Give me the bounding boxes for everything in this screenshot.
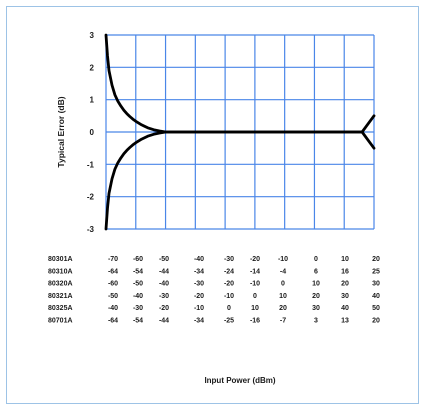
- table-cell: 40: [341, 305, 349, 312]
- table-cell: -50: [133, 281, 143, 288]
- table-cell: 40: [372, 293, 380, 300]
- table-cell: -50: [159, 256, 169, 263]
- table-cell: -40: [194, 256, 204, 263]
- table-cell: 10: [251, 305, 259, 312]
- table-cell: -14: [250, 268, 260, 275]
- table-cell: -40: [133, 293, 143, 300]
- table-cell: -60: [133, 256, 143, 263]
- y-tick-label: 2: [90, 63, 95, 72]
- table-cell: -10: [194, 305, 204, 312]
- table-cell: -10: [250, 281, 260, 288]
- y-axis-label: Typical Error (dB): [56, 96, 66, 167]
- lower-error-curve: [104, 130, 376, 231]
- table-cell: -60: [108, 281, 118, 288]
- figure-frame: [6, 6, 419, 404]
- y-tick-label: 1: [90, 96, 95, 105]
- table-cell: -20: [159, 305, 169, 312]
- table-cell: 10: [279, 293, 287, 300]
- table-cell: 30: [341, 293, 349, 300]
- table-cell: 20: [341, 281, 349, 288]
- table-cell: -54: [133, 318, 143, 325]
- table-cell: 30: [312, 305, 320, 312]
- table-cell: -70: [108, 256, 118, 263]
- y-tick-label: -1: [87, 160, 95, 169]
- table-cell: -25: [224, 318, 234, 325]
- table-model-label: 80310A: [48, 268, 73, 275]
- table-cell: 25: [372, 268, 380, 275]
- table-cell: -20: [250, 256, 260, 263]
- table-cell: -4: [280, 268, 286, 275]
- table-cell: 16: [341, 268, 349, 275]
- curves: [104, 33, 376, 231]
- upper-error-curve: [104, 33, 376, 134]
- table-cell: -40: [108, 305, 118, 312]
- y-tick-label: -2: [87, 193, 95, 202]
- table-model-label: 80321A: [48, 293, 73, 300]
- table-cell: -30: [194, 281, 204, 288]
- table-cell: -34: [194, 318, 204, 325]
- table-cell: 6: [314, 268, 318, 275]
- table-cell: 20: [279, 305, 287, 312]
- table-cell: -34: [194, 268, 204, 275]
- table-model-label: 80325A: [48, 305, 73, 312]
- table-cell: -30: [133, 305, 143, 312]
- table-cell: 20: [372, 256, 380, 263]
- table-cell: 0: [314, 256, 318, 263]
- table-cell: -30: [159, 293, 169, 300]
- table-cell: -10: [278, 256, 288, 263]
- table-cell: 20: [372, 318, 380, 325]
- table-cell: -24: [224, 268, 234, 275]
- table-cell: 10: [312, 281, 320, 288]
- table-cell: -10: [224, 293, 234, 300]
- table-model-label: 80701A: [48, 318, 73, 325]
- table-cell: 0: [253, 293, 257, 300]
- table-cell: 30: [372, 281, 380, 288]
- table-cell: -50: [108, 293, 118, 300]
- table-cell: -54: [133, 268, 143, 275]
- y-tick-label: 0: [90, 128, 95, 137]
- table-cell: -20: [194, 293, 204, 300]
- table-cell: -7: [280, 318, 286, 325]
- y-tick-labels: 3 2 1 0 -1 -2 -3: [87, 31, 95, 234]
- table-cell: 0: [281, 281, 285, 288]
- table-cell: 50: [372, 305, 380, 312]
- table-cell: 10: [341, 256, 349, 263]
- table-cell: -40: [159, 281, 169, 288]
- y-tick-label: 3: [90, 31, 95, 40]
- x-axis-label: Input Power (dBm): [204, 376, 275, 385]
- table-cell: -44: [159, 268, 169, 275]
- table-cell: -20: [224, 281, 234, 288]
- table-cell: -64: [108, 268, 118, 275]
- table-cell: -16: [250, 318, 260, 325]
- table-cell: -44: [159, 318, 169, 325]
- table-cell: 20: [312, 293, 320, 300]
- table-cell: -30: [224, 256, 234, 263]
- table-cell: -64: [108, 318, 118, 325]
- table-model-label: 80301A: [48, 256, 73, 263]
- y-tick-label: -3: [87, 225, 95, 234]
- table-cell: 0: [227, 305, 231, 312]
- table-model-label: 80320A: [48, 281, 73, 288]
- table-cell: 13: [341, 318, 349, 325]
- table-cell: 3: [314, 318, 318, 325]
